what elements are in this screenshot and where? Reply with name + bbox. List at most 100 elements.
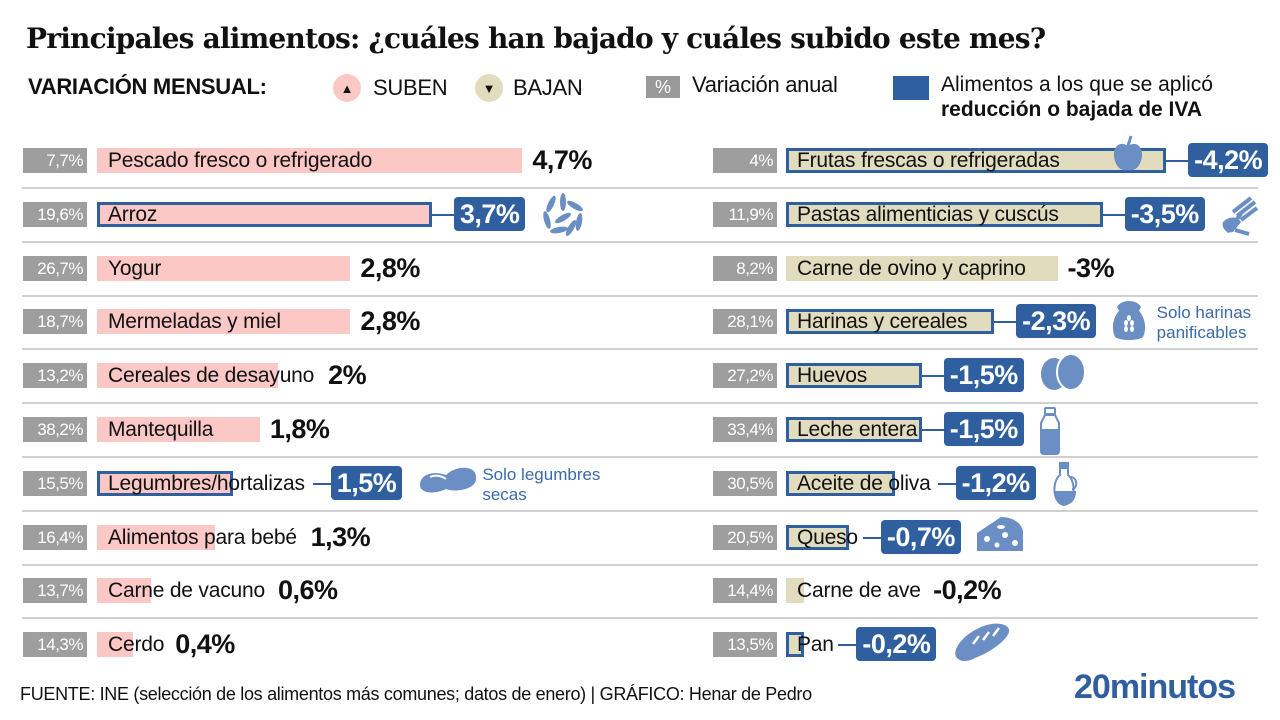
annual-variation-badge: 33,4% [713,417,777,442]
monthly-value: 0,6% [277,575,338,606]
monthly-bar [786,255,1058,281]
milk-bottle-icon [1038,407,1062,460]
item-label: Mermeladas y miel [108,310,281,334]
row-separator [22,240,642,243]
monthly-value: 2,8% [360,252,420,283]
item-label: Arroz [108,202,158,226]
annual-variation-badge: 18,7% [23,309,87,335]
item-label: Carne de vacuno [108,579,265,603]
item-label: Pan [797,633,834,657]
item-label: Leche entera [797,418,918,441]
monthly-value-badge: -1,5% [943,358,1024,393]
legend-up-label: SUBEN [373,75,448,100]
item-note: Solo legumbres secas [482,464,601,504]
monthly-bar [97,417,260,442]
item-label: Legumbres/hortalizas [108,471,305,495]
connector-line [1166,160,1189,162]
monthly-bar [97,578,152,604]
monthly-value: 2,8% [360,306,420,337]
down-arrow-icon: ▼ [475,74,503,102]
row-separator [640,294,1258,297]
monthly-bar [786,417,922,442]
monthly-value: -3% [1067,252,1115,283]
item-label: Harinas y cereales [797,310,968,334]
monthly-value: 4,7% [532,145,592,175]
monthly-value-badge: 3,7% [453,196,526,231]
annual-variation-badge: 16,4% [23,524,87,550]
connector-line [937,482,956,485]
monthly-bar [97,309,351,335]
connector-line [994,321,1017,324]
legend-heading: VARIACIÓN MENSUAL: [28,74,267,99]
monthly-bar [97,524,215,550]
item-label: Pastas alimenticias y cuscús [797,202,1059,226]
monthly-bar [97,255,351,281]
item-label: Aceite de oliva [797,471,931,495]
item-label: Yogur [108,256,162,280]
monthly-value-badge: -3,5% [1124,196,1205,231]
connector-line [862,536,881,539]
monthly-bar [786,148,1167,173]
monthly-value-badge: -1,5% [943,412,1024,446]
item-label: Mantequilla [108,418,214,441]
monthly-bar [786,201,1103,227]
annual-variation-badge: 8,2% [713,255,777,281]
flour-sack-icon [1111,299,1147,346]
bread-icon [951,622,1013,667]
monthly-value-badge: -2,3% [1016,304,1097,339]
row-separator [640,348,1258,351]
annual-variation-badge: 11,9% [713,201,777,227]
legend-down-label: BAJAN [513,75,583,100]
annual-variation-badge: 15,5% [23,470,87,496]
chart-title: Principales alimentos: ¿cuáles han bajad… [26,22,1046,55]
monthly-bar [97,632,134,658]
row-separator [22,563,642,566]
monthly-value-badge: -0,7% [880,519,961,554]
annual-variation-badge: 13,7% [23,578,87,604]
connector-line [431,213,454,216]
item-note: Solo harinas panificables [1156,303,1252,343]
annual-variation-badge: 14,4% [713,578,777,604]
monthly-bar [786,470,895,496]
annual-variation-badge: 27,2% [713,363,777,389]
monthly-bar [97,363,278,389]
monthly-value-badge: -1,2% [955,465,1036,500]
item-label: Alimentos para bebé [108,525,297,549]
annual-variation-badge: 20,5% [713,524,777,550]
annual-variation-badge: 38,2% [23,417,87,442]
brand-logo: 20minutos [1074,668,1236,706]
pasta-icon [1219,192,1261,241]
legend-iva-label: Alimentos a los que se aplicó reducción … [941,72,1213,122]
oil-jar-icon [1050,461,1080,512]
item-label: Huevos [797,364,868,388]
row-separator [22,617,642,620]
row-separator [640,187,1258,189]
connector-line [921,429,944,431]
monthly-value-badge: -0,2% [856,627,937,662]
annual-variation-badge: 4% [713,148,777,173]
annual-variation-badge: 28,1% [713,309,777,335]
item-label: Carne de ovino y caprino [797,256,1026,280]
apple-icon [1111,134,1145,179]
monthly-value: 1,3% [310,521,371,552]
monthly-value-badge: -4,2% [1188,143,1269,177]
item-label: Cerdo [108,633,165,657]
connector-line [838,644,857,647]
monthly-value: 0,4% [175,629,235,660]
row-separator [22,294,642,297]
monthly-bar [786,578,805,604]
rice-icon [539,192,591,241]
cheese-icon [975,515,1025,558]
eggs-icon [1038,353,1088,396]
annual-variation-badge: 13,2% [23,363,87,389]
monthly-bar [786,632,805,658]
connector-line [312,482,331,485]
row-separator [22,456,642,458]
monthly-bar [786,363,922,389]
item-label: Queso [797,525,858,549]
row-separator [22,402,642,405]
source-footer: FUENTE: INE (selección de los alimentos … [20,684,812,704]
row-separator [640,402,1258,405]
item-label: Carne de ave [797,579,921,603]
monthly-value: 2% [328,360,367,391]
